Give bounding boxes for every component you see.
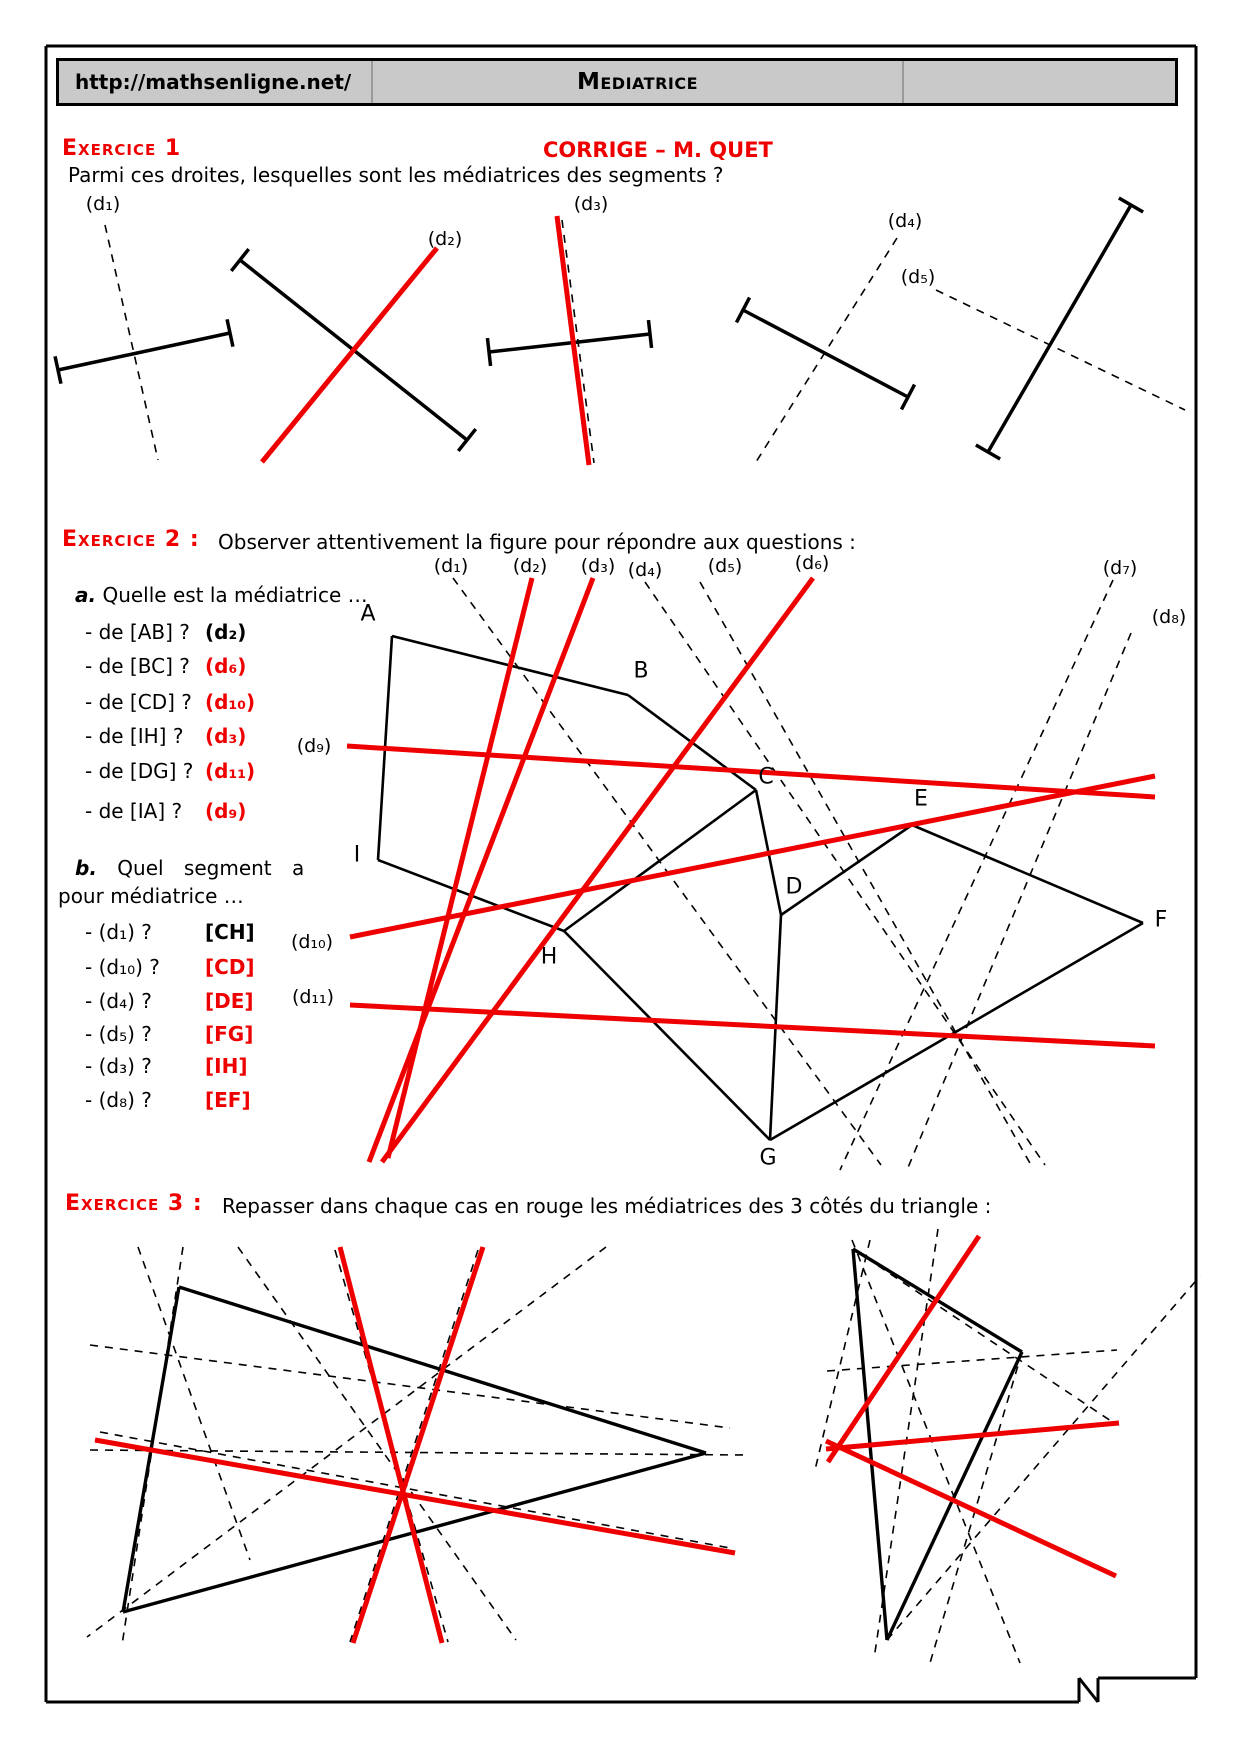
d11-label: (d₁₁) [291,986,335,1008]
ex2-figure [346,576,1156,1171]
exercise3-title: Exercice 3 : [65,1191,203,1216]
d10-label: (d₁₀) [290,931,334,953]
exercise1-title: Exercice 1 [62,136,182,161]
d8-label: (d₈) [1151,606,1187,628]
qb-row: - (d₃) ? [IH] [85,1054,248,1078]
d2-label: (d₂) [512,555,548,577]
ex3_right-figure [814,1228,1201,1664]
qa-row: - de [IH] ? (d₃) [85,724,247,748]
page-title: Mediatrice [373,61,904,103]
question-a-text: Quelle est la médiatrice … [96,583,368,607]
question-a-lead: a. [75,583,97,607]
qb-row: - (d₅) ? [FG] [85,1022,254,1046]
d9-label: (d₉) [296,735,332,757]
header-bar: http://mathsenligne.net/ Mediatrice [56,58,1178,106]
vertex-I: I [353,842,361,868]
question-b-text: Quel segment a [96,856,305,880]
d1-label: (d₁) [85,193,121,215]
ex1-figure [53,196,1186,466]
qa-row: - de [BC] ? (d₆) [85,654,247,678]
question-b-text-line2: pour médiatrice … [58,884,244,908]
ex3_left-figure [86,1246,746,1646]
d5-label: (d₅) [707,555,743,577]
d4-label: (d₄) [887,210,923,232]
exercise2-title: Exercice 2 : [62,527,200,552]
vertex-F: F [1154,907,1168,933]
qa-row: - de [DG] ? (d₁₁) [85,759,256,783]
exercise1-instruction: Parmi ces droites, lesquelles sont les m… [68,163,724,187]
qa-row: - de [CD] ? (d₁₀) [85,690,256,714]
d2-label: (d₂) [427,228,463,250]
qb-row: - (d₁) ? [CH] [85,920,255,944]
question-a-intro: a. Quelle est la médiatrice … [75,583,368,607]
qa-row: - de [AB] ? (d₂) [85,620,247,644]
d4-label: (d₄) [627,559,663,581]
d1-label: (d₁) [433,555,469,577]
qa-row: - de [IA] ? (d₉) [85,799,247,823]
exercise2-instruction: Observer attentivement la figure pour ré… [218,530,856,554]
site-url: http://mathsenligne.net/ [59,61,373,103]
d7-label: (d₇) [1102,557,1138,579]
corrige-label: CORRIGE – M. QUET [543,138,773,162]
vertex-E: E [914,786,928,812]
vertex-A: A [360,601,376,627]
d3-label: (d₃) [580,555,616,577]
vertex-H: H [540,944,558,970]
exercise3-instruction: Repasser dans chaque cas en rouge les mé… [222,1194,992,1218]
question-b-intro: b. Quel segment a [75,856,304,880]
qb-row: - (d₈) ? [EF] [85,1088,251,1112]
header-empty-cell [904,61,1175,103]
d3-label: (d₃) [573,193,609,215]
question-b-lead: b. [75,856,97,880]
vertex-C: C [758,764,774,790]
qb-row: - (d₄) ? [DE] [85,989,254,1013]
d5-label: (d₅) [900,266,936,288]
d6-label: (d₆) [794,552,830,574]
vertex-G: G [759,1145,777,1171]
vertex-D: D [785,874,803,900]
vertex-B: B [633,658,649,684]
qb-row: - (d₁₀) ? [CD] [85,955,255,979]
